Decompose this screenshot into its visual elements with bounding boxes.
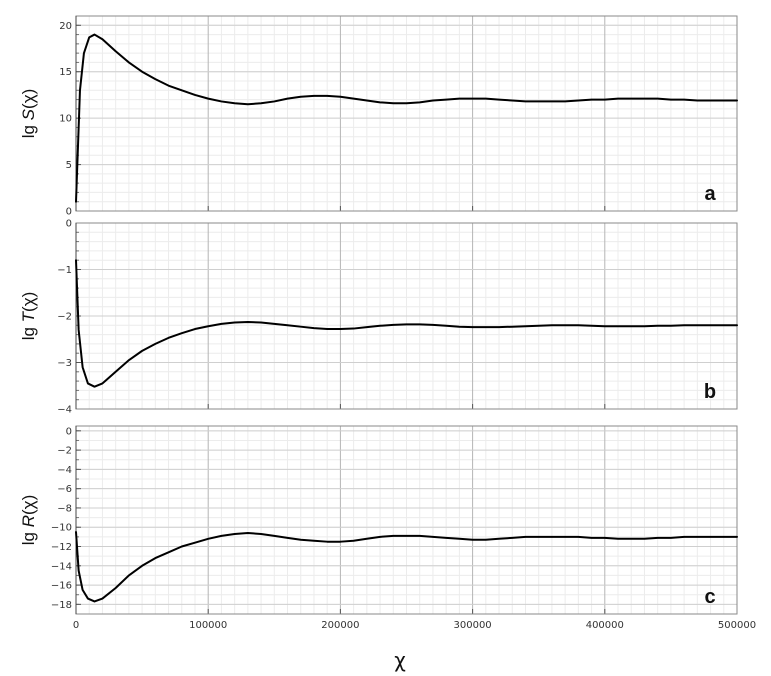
x-tick-label: 0 [73, 620, 79, 631]
y-tick-label: 0 [66, 207, 72, 218]
panel-letter: c [704, 586, 715, 608]
x-tick-label: 400000 [586, 620, 624, 631]
data-curve [75, 531, 738, 603]
y-tick-label: 15 [59, 67, 72, 78]
y-tick-label: −6 [57, 484, 72, 495]
y-tick-label: −1 [57, 265, 72, 276]
y-tick-label: 20 [59, 21, 72, 32]
y-tick-label: −2 [57, 446, 72, 457]
y-axis-label: lg R(χ) [19, 495, 38, 546]
x-tick-label: 300000 [454, 620, 492, 631]
y-tick-label: −3 [57, 358, 72, 369]
y-tick-label: −16 [51, 581, 72, 592]
y-tick-label: 0 [66, 426, 72, 437]
x-tick-label: 200000 [321, 620, 359, 631]
y-tick-label: 10 [59, 114, 72, 125]
y-tick-label: 5 [66, 160, 72, 171]
y-tick-label: −14 [51, 561, 72, 572]
panel-c: −18 −16 −14 −12 −10 −8 −6 −4 −2 0 c lg R(χ) 0 100000 2… [19, 425, 756, 631]
y-axis-label: lg S(χ) [19, 89, 38, 139]
y-tick-label: −12 [51, 542, 72, 553]
panel-letter: a [704, 183, 716, 205]
y-tick-label: −4 [57, 465, 72, 476]
data-curve [75, 259, 738, 388]
panel-b: −4 −3 −2 −1 0 b lg T(χ) [19, 219, 738, 416]
y-tick-label: −2 [57, 312, 72, 323]
y-tick-label: 0 [66, 219, 72, 230]
y-tick-label: −18 [51, 600, 72, 611]
y-tick-label: −10 [51, 523, 72, 534]
panel-a: 0 5 10 15 20 a lg S(χ) [19, 15, 738, 218]
data-curve [75, 33, 738, 203]
y-axis-label: lg T(χ) [19, 292, 38, 341]
x-tick-label: 100000 [189, 620, 227, 631]
y-tick-label: −8 [57, 503, 72, 514]
x-axis-label: χ [394, 648, 406, 672]
y-tick-label: −4 [57, 405, 72, 416]
x-tick-label: 500000 [718, 620, 756, 631]
panel-letter: b [704, 381, 716, 403]
